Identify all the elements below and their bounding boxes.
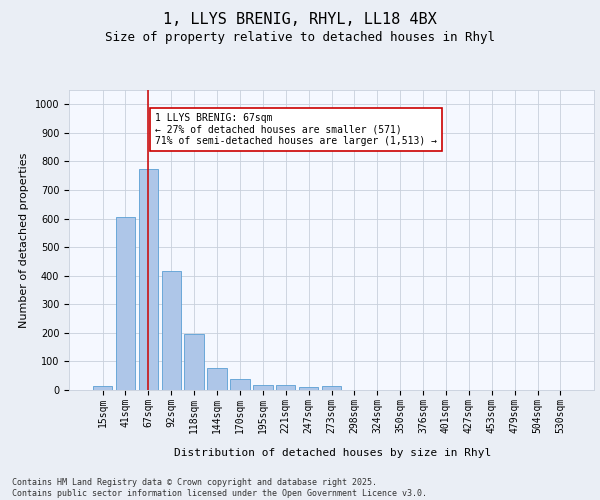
Bar <box>230 379 250 390</box>
Bar <box>253 385 272 390</box>
Y-axis label: Number of detached properties: Number of detached properties <box>19 152 29 328</box>
Bar <box>139 168 158 390</box>
Text: Size of property relative to detached houses in Rhyl: Size of property relative to detached ho… <box>105 31 495 44</box>
Text: Contains HM Land Registry data © Crown copyright and database right 2025.
Contai: Contains HM Land Registry data © Crown c… <box>12 478 427 498</box>
Bar <box>184 334 204 390</box>
Text: 1 LLYS BRENIG: 67sqm
← 27% of detached houses are smaller (571)
71% of semi-deta: 1 LLYS BRENIG: 67sqm ← 27% of detached h… <box>155 113 437 146</box>
Bar <box>276 385 295 390</box>
Bar <box>161 272 181 390</box>
Bar <box>208 368 227 390</box>
Text: 1, LLYS BRENIG, RHYL, LL18 4BX: 1, LLYS BRENIG, RHYL, LL18 4BX <box>163 12 437 28</box>
Bar <box>116 217 135 390</box>
Bar <box>322 386 341 390</box>
Bar <box>93 386 112 390</box>
Text: Distribution of detached houses by size in Rhyl: Distribution of detached houses by size … <box>175 448 491 458</box>
Bar <box>299 387 319 390</box>
